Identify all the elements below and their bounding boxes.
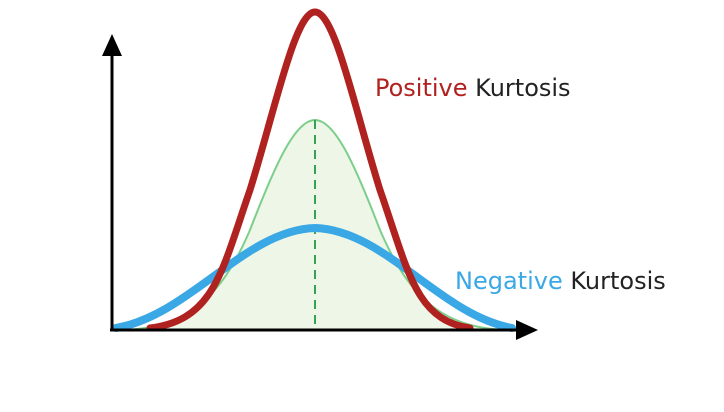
- negative-kurtosis-label: Negative Kurtosis: [455, 267, 666, 295]
- negative-rest: Kurtosis: [563, 267, 666, 295]
- y-axis-arrowhead: [102, 34, 122, 56]
- positive-rest: Kurtosis: [468, 74, 571, 102]
- negative-word: Negative: [455, 267, 563, 295]
- negative-kurtosis-curve: [112, 223, 516, 332]
- positive-word: Positive: [375, 74, 468, 102]
- x-axis-arrowhead: [516, 320, 538, 340]
- positive-kurtosis-label: Positive Kurtosis: [375, 74, 571, 102]
- positive-kurtosis-curve: [146, 8, 474, 332]
